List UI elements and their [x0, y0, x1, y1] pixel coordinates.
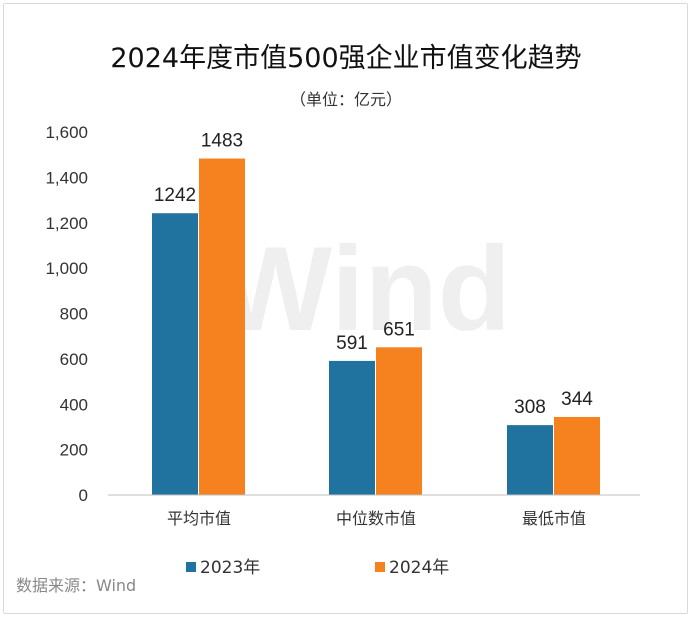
source-note: 数据来源：Wind [16, 576, 136, 595]
x-tick-label: 中位数市值 [336, 509, 416, 528]
y-axis: 0 200 400 600 800 1,000 1,200 1,400 1,600 [45, 123, 88, 505]
bar-2024 [376, 347, 422, 495]
legend-swatch [186, 562, 196, 572]
y-tick-label: 0 [79, 486, 88, 505]
legend-label: 2023年 [200, 558, 260, 578]
y-tick-label: 600 [60, 350, 88, 369]
chart-frame [3, 3, 688, 614]
data-label: 591 [336, 333, 368, 354]
x-tick-label: 最低市值 [522, 509, 586, 528]
legend-label: 2024年 [389, 558, 449, 578]
bar-2024 [554, 416, 600, 495]
bar-2024 [199, 158, 245, 495]
data-label: 1483 [201, 131, 243, 152]
y-tick-label: 1,400 [45, 168, 88, 187]
legend-swatch [375, 562, 385, 572]
data-label: 1242 [154, 185, 196, 206]
y-tick-label: 1,600 [45, 123, 88, 142]
bar-2023 [507, 425, 553, 495]
bar-2023 [329, 360, 375, 495]
data-label: 651 [383, 319, 415, 340]
chart-subtitle: （单位：亿元） [290, 90, 402, 109]
watermark: Wind [219, 222, 511, 356]
data-label: 308 [514, 397, 546, 418]
chart-title: 2024年度市值500强企业市值变化趋势 [110, 43, 581, 74]
y-tick-label: 1,200 [45, 214, 88, 233]
x-axis: 平均市值 中位数市值 最低市值 [167, 509, 586, 528]
y-tick-label: 200 [60, 441, 88, 460]
bar-2023 [152, 213, 198, 495]
y-tick-label: 1,000 [45, 259, 88, 278]
y-tick-label: 800 [60, 305, 88, 324]
bars-group: 1242 1483 591 651 308 344 [152, 131, 600, 495]
x-tick-label: 平均市值 [167, 509, 231, 528]
legend: 2023年 2024年 [186, 558, 449, 578]
data-label: 344 [561, 389, 593, 410]
y-tick-label: 400 [60, 395, 88, 414]
